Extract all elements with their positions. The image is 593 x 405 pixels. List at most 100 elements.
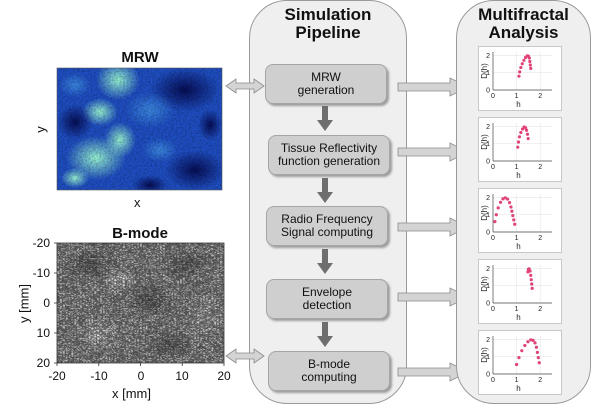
data-point	[511, 213, 515, 218]
data-point	[523, 126, 528, 130]
analysis-title: Multifractal Analysis	[456, 6, 591, 42]
data-point	[512, 218, 516, 222]
data-point	[516, 145, 520, 149]
y-tick-label: 0	[486, 372, 490, 379]
y-tick-label: 2	[486, 266, 490, 273]
y-tick-label: 2	[486, 195, 490, 202]
data-point	[529, 273, 533, 277]
down-arrow-icon	[317, 322, 333, 347]
data-point	[537, 361, 541, 365]
x-axis-label: h	[516, 171, 520, 180]
pipeline-title-line2: Pipeline	[295, 22, 361, 42]
bmode-ytick: -10	[32, 266, 50, 280]
data-point	[529, 278, 533, 282]
step-line: Envelope	[301, 285, 353, 299]
double-arrow-icon	[225, 348, 265, 364]
data-point	[515, 362, 519, 367]
data-point	[519, 65, 523, 70]
data-point	[530, 282, 534, 286]
step-bmode-computing: B-mode computing	[268, 351, 390, 391]
step-mrw-generation: MRW generation	[265, 64, 387, 104]
double-arrow-icon	[225, 78, 265, 94]
analysis-title-line2: Analysis	[488, 22, 559, 42]
bmode-ytick: 10	[36, 326, 50, 340]
bmode-ytick: -20	[32, 236, 50, 250]
data-point	[524, 128, 529, 132]
data-point	[530, 286, 534, 290]
data-point	[507, 201, 512, 205]
step-line: generation	[297, 83, 355, 97]
data-point	[523, 343, 527, 348]
mrw-xlabel: x	[134, 195, 141, 210]
x-tick-label: 2	[538, 93, 542, 100]
x-tick-label: 1	[515, 164, 519, 171]
x-tick-label: 0	[491, 377, 495, 384]
y-tick-label: 2	[486, 53, 490, 60]
data-point	[506, 197, 510, 201]
x-tick-label: 0	[491, 306, 495, 313]
bmode-title: B-mode	[112, 225, 168, 242]
bmode-xtick: 0	[137, 369, 145, 383]
y-tick-label: 1	[486, 70, 490, 77]
data-point	[529, 66, 533, 71]
y-tick-label: 2	[486, 124, 490, 131]
down-arrow-icon	[317, 106, 333, 131]
data-point	[528, 63, 532, 67]
step-line: function generation	[277, 154, 381, 168]
data-point	[531, 338, 535, 342]
step-line: computing	[301, 370, 357, 384]
x-axis-label: h	[516, 100, 520, 109]
data-point	[517, 74, 521, 78]
mini-plot-3	[478, 188, 562, 253]
data-point	[493, 220, 497, 224]
data-point	[525, 132, 530, 136]
data-point	[520, 62, 524, 66]
mini-plot-2	[478, 117, 562, 182]
y-axis-label: D(h)	[480, 63, 489, 79]
x-axis-label: h	[516, 384, 520, 393]
data-point	[517, 135, 522, 139]
x-tick-label: 2	[538, 306, 542, 313]
y-axis-label: D(h)	[480, 205, 489, 221]
data-point	[503, 196, 507, 200]
data-point	[519, 130, 523, 135]
y-tick-label: 1	[486, 354, 490, 361]
data-point	[526, 340, 530, 344]
y-axis-label: D(h)	[480, 347, 489, 363]
x-tick-label: 1	[515, 306, 519, 313]
bmode-xtick: 20	[217, 369, 231, 383]
bmode-xtick: 10	[175, 369, 189, 383]
y-tick-label: 0	[486, 159, 490, 166]
data-point	[513, 222, 517, 226]
y-axis-label: D(h)	[480, 276, 489, 292]
data-point	[496, 206, 500, 210]
data-point	[527, 56, 531, 60]
x-tick-label: 0	[491, 235, 495, 242]
analysis-title-line1: Multifractal	[478, 5, 569, 24]
step-line: MRW	[311, 70, 341, 84]
data-point	[498, 200, 503, 204]
data-point	[528, 59, 532, 64]
x-tick-label: 1	[515, 235, 519, 242]
step-tissue-reflectivity: Tissue Reflectivity function generation	[268, 135, 390, 175]
y-axis-label: D(h)	[480, 134, 489, 150]
data-point	[535, 350, 539, 355]
step-line: Radio Frequency	[281, 212, 373, 226]
data-point	[526, 136, 530, 141]
step-envelope-detection: Envelope detection	[266, 279, 388, 319]
y-tick-label: 2	[486, 337, 490, 344]
pipeline-title: Simulation Pipeline	[249, 6, 407, 42]
x-axis-label: h	[516, 242, 520, 251]
step-line: B-mode	[307, 357, 351, 371]
mini-plot-5	[478, 330, 562, 395]
bmode-ytick: 20	[36, 356, 50, 370]
data-point	[517, 355, 521, 360]
x-tick-label: 1	[515, 377, 519, 384]
x-tick-label: 1	[515, 93, 519, 100]
bmode-xlabel: x [mm]	[112, 386, 151, 401]
x-tick-label: 0	[491, 93, 495, 100]
data-point	[510, 209, 514, 213]
